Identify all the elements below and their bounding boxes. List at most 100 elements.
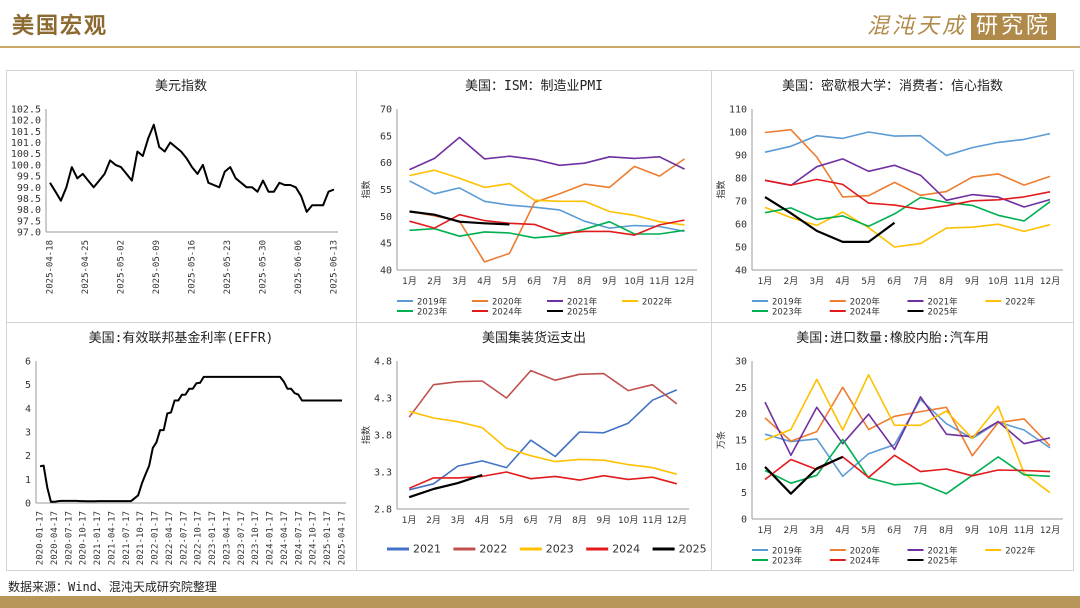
y-tick-label: 97.5 — [17, 216, 41, 227]
y-tick-label: 5 — [741, 488, 747, 499]
legend-label: 2024年 — [850, 307, 881, 318]
chart-title: 美元指数 — [154, 79, 207, 94]
legend-label: 2022年 — [1005, 546, 1036, 557]
series-line-2019年 — [764, 131, 1051, 157]
chart-panel-ism-pmi: 美国：ISM：制造业PMI 40 45 50 55 60 65 70 指数 1月 2月 3月 4月 5月… — [357, 71, 711, 322]
y-tick-label: 6 — [25, 357, 31, 368]
x-tick-label: 2023-01-17 — [208, 511, 218, 565]
chart-title: 美国:有效联邦基金利率(EFFR) — [88, 331, 274, 346]
y-tick-label: 97.0 — [17, 228, 41, 239]
x-tick-label: 9月 — [965, 525, 980, 536]
y-tick-label: 3 — [25, 428, 31, 439]
x-tick-label: 2021-10-17 — [136, 511, 146, 565]
x-tick-label: 3月 — [809, 525, 824, 536]
y-axis-label: 指数 — [360, 180, 372, 198]
y-tick-label: 40 — [735, 266, 747, 277]
y-tick-label: 65 — [380, 131, 392, 142]
x-tick-label: 3月 — [452, 276, 467, 287]
x-tick-label: 2025-01-17 — [323, 511, 333, 565]
x-tick-label: 2月 — [784, 276, 799, 287]
x-tick-label: 2023-10-17 — [251, 511, 261, 565]
y-axis-label: 万条 — [715, 431, 727, 449]
x-tick-label: 1月 — [758, 276, 773, 287]
legend-label: 2022年 — [1005, 297, 1036, 308]
y-tick-label: 100.5 — [11, 149, 41, 160]
series-line-2022年 — [409, 169, 685, 226]
x-tick-label: 2025-04-18 — [46, 240, 56, 294]
y-tick-label: 3.8 — [374, 431, 392, 442]
series-line-2020年 — [764, 386, 1051, 457]
x-tick-label: 12月 — [674, 276, 694, 287]
series-line-2023 — [408, 410, 678, 475]
x-tick-label: 1月 — [402, 515, 417, 526]
series-line-2024年 — [764, 178, 1051, 211]
series-line-2019年 — [409, 180, 685, 233]
x-tick-label: 7月 — [552, 276, 567, 287]
chart-svg-pmi: 40 45 50 55 60 65 70 指数 1月 2月 3月 4月 5月 6月 7月 8月 9月 10月 11月… — [360, 105, 697, 318]
legend-label: 2022年 — [642, 297, 673, 308]
y-tick-label: 100.0 — [11, 160, 41, 171]
chart-svg-umich: 40 50 60 70 80 90 100 110 指数 1月 2月 3月 4月 5月 6月 7月 8月 9月 10… — [715, 105, 1063, 318]
legend-label: 2023年 — [772, 307, 803, 318]
footer-bar — [0, 596, 1080, 608]
legend-label: 2023年 — [772, 556, 803, 567]
series-line-2024 — [408, 471, 678, 490]
legend-label: 2019年 — [772, 546, 803, 557]
x-tick-label: 6月 — [887, 276, 902, 287]
series-line-2021年 — [764, 396, 1051, 457]
legend-label: 2021年 — [567, 297, 598, 308]
legend-label: 2020年 — [492, 297, 523, 308]
y-tick-label: 110 — [729, 105, 747, 116]
y-tick-label: 4 — [25, 404, 31, 415]
y-tick-label: 0 — [25, 499, 31, 510]
legend-label: 2025 — [679, 543, 707, 556]
y-tick-label: 98.5 — [17, 194, 41, 205]
x-tick-label: 2025-06-06 — [294, 240, 304, 294]
x-tick-label: 8月 — [939, 276, 954, 287]
y-tick-label: 100 — [729, 128, 747, 139]
y-tick-label: 3.3 — [374, 468, 392, 479]
x-tick-label: 2023-04-17 — [222, 511, 232, 565]
column-divider-1 — [356, 70, 357, 571]
x-tick-label: 6月 — [527, 276, 542, 287]
x-tick-label: 5月 — [861, 276, 876, 287]
x-tick-label: 2020-01-17 — [36, 511, 46, 565]
header-bar: 美国宏观 混沌天成 研究院 — [0, 0, 1080, 46]
y-axis-label: 指数 — [715, 180, 727, 198]
legend-label: 2025年 — [928, 307, 959, 318]
y-tick-label: 50 — [380, 212, 392, 223]
x-tick-label: 12月 — [667, 515, 687, 526]
x-tick-label: 6月 — [523, 515, 538, 526]
x-tick-label: 3月 — [450, 515, 465, 526]
x-tick-label: 2025-05-16 — [188, 240, 198, 294]
chart-svg-effr: 0 1 2 3 4 5 6 2020-01-17 2020-04-17 2020-07-17 202… — [25, 357, 348, 566]
legend-label: 2021 — [413, 543, 441, 556]
chart-panel-umich-sentiment: 美国：密歇根大学：消费者：信心指数 40 50 60 70 80 90 100 110 指数 1月… — [712, 71, 1073, 322]
series-line-2025年 — [764, 196, 896, 243]
x-tick-label: 8月 — [572, 515, 587, 526]
y-tick-label: 50 — [735, 243, 747, 254]
series-line-2020年 — [409, 158, 685, 263]
chart-panel-tire-imports: 美国:进口数量:橡胶内胎:汽车用 0 5 10 15 20 25 30 万条 1月 2月 3月 4月 5… — [712, 323, 1073, 571]
x-tick-label: 2021-07-17 — [122, 511, 132, 565]
x-tick-label: 3月 — [809, 276, 824, 287]
y-tick-label: 102.0 — [11, 116, 41, 127]
chart-title: 美国：密歇根大学：消费者：信心指数 — [781, 79, 1003, 94]
y-tick-label: 15 — [735, 436, 747, 447]
x-tick-label: 2025-05-23 — [223, 240, 233, 294]
y-tick-label: 0 — [741, 515, 747, 526]
y-tick-label: 70 — [735, 197, 747, 208]
y-tick-label: 55 — [380, 185, 392, 196]
x-tick-label: 11月 — [649, 276, 669, 287]
x-tick-label: 11月 — [1014, 525, 1034, 536]
x-tick-label: 7月 — [913, 276, 928, 287]
y-tick-label: 20 — [735, 409, 747, 420]
x-tick-label: 10月 — [618, 515, 638, 526]
chart-svg-freight: 2.8 3.3 3.8 4.3 4.8 指数 1月 2月 3月 4月 5月 6月 7月 8月 9月 10月 11… — [360, 357, 707, 556]
series-line-dxy — [49, 123, 335, 213]
x-tick-label: 2024-04-17 — [280, 511, 290, 565]
x-tick-label: 2025-05-30 — [259, 240, 269, 294]
x-tick-label: 11月 — [642, 515, 662, 526]
x-tick-label: 8月 — [939, 525, 954, 536]
y-tick-label: 80 — [735, 174, 747, 185]
